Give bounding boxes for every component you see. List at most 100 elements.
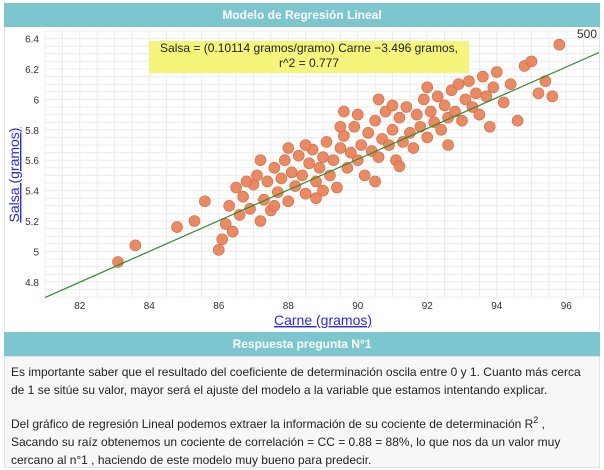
data-point bbox=[251, 169, 263, 182]
tick-labels: 82 84 86 88 90 92 94 96 4.8 5 5.2 5.4 5.6 5.8 6 6.2 6.4 bbox=[25, 35, 572, 312]
chart-panel-header: Modelo de Regresión Lineal bbox=[4, 3, 600, 27]
data-point bbox=[240, 175, 253, 188]
equation-box bbox=[149, 41, 469, 73]
data-point bbox=[369, 114, 381, 127]
data-point bbox=[386, 99, 399, 112]
data-point bbox=[351, 154, 364, 166]
data-point bbox=[310, 192, 322, 204]
data-point bbox=[275, 172, 288, 185]
data-point bbox=[435, 124, 447, 136]
data-point bbox=[285, 166, 298, 179]
y-tick-label: 4.8 bbox=[25, 278, 39, 289]
data-point bbox=[546, 90, 559, 103]
sample-size-label: 500 bbox=[577, 27, 597, 41]
equation-line-1: Salsa = (0.10114 gramos/gramo) Carne −3.… bbox=[160, 41, 458, 55]
data-point bbox=[393, 160, 406, 173]
regression-line bbox=[44, 51, 599, 299]
data-point bbox=[237, 190, 249, 203]
data-point bbox=[282, 142, 295, 154]
data-point bbox=[199, 195, 211, 208]
y-tick-label: 5.8 bbox=[25, 126, 39, 137]
data-point bbox=[282, 195, 295, 208]
x-tick-label: 96 bbox=[561, 301, 573, 312]
y-tick-label: 6 bbox=[33, 95, 39, 106]
data-point bbox=[230, 181, 242, 194]
data-point bbox=[344, 146, 357, 159]
data-point bbox=[362, 127, 374, 139]
data-point bbox=[278, 154, 291, 166]
x-tick-label: 86 bbox=[213, 301, 225, 312]
data-point bbox=[386, 124, 399, 136]
data-point bbox=[473, 108, 486, 121]
data-point bbox=[400, 101, 413, 113]
data-point bbox=[268, 162, 281, 174]
x-tick-label: 90 bbox=[352, 301, 364, 312]
data-point bbox=[317, 151, 329, 163]
y-axis-title: Salsa (gramos) bbox=[6, 128, 22, 223]
data-point bbox=[421, 81, 434, 94]
y-tick-label: 5.4 bbox=[25, 187, 39, 198]
data-point bbox=[511, 114, 524, 127]
data-point bbox=[459, 93, 472, 106]
data-point bbox=[369, 175, 381, 188]
x-tick-label: 82 bbox=[74, 301, 86, 312]
data-point bbox=[331, 181, 343, 194]
data-point bbox=[411, 108, 423, 121]
data-point bbox=[449, 105, 461, 118]
x-tick-label: 94 bbox=[491, 301, 503, 312]
data-point bbox=[317, 184, 329, 197]
data-point bbox=[421, 131, 434, 144]
data-point bbox=[438, 99, 451, 112]
answer-paragraph-1: Es importante saber que el resultado del… bbox=[11, 365, 581, 397]
data-point bbox=[497, 96, 510, 109]
data-point bbox=[334, 120, 347, 133]
data-point bbox=[442, 139, 454, 151]
data-point bbox=[525, 55, 538, 68]
data-point bbox=[258, 193, 270, 206]
data-point bbox=[483, 120, 496, 133]
answer-body: Es importante saber que el resultado del… bbox=[4, 356, 600, 468]
data-point bbox=[456, 114, 468, 127]
data-point bbox=[452, 78, 465, 91]
data-point bbox=[212, 244, 225, 256]
data-point bbox=[268, 200, 281, 212]
data-point bbox=[428, 116, 441, 128]
data-point bbox=[477, 70, 489, 83]
x-axis-title: Carne (gramos) bbox=[274, 312, 372, 328]
data-point bbox=[414, 120, 427, 133]
data-point bbox=[372, 93, 385, 106]
y-tick-label: 5.6 bbox=[25, 156, 39, 167]
data-point bbox=[424, 105, 437, 118]
data-point bbox=[219, 218, 232, 230]
x-tick-label: 92 bbox=[422, 301, 434, 312]
data-point bbox=[348, 120, 361, 133]
scatter-chart: 82 84 86 88 90 92 94 96 4.8 5 5.2 5.4 5.6 5.8 6 6.2 6.4 … bbox=[4, 27, 600, 330]
y-tick-label: 5.2 bbox=[25, 217, 39, 228]
data-point bbox=[404, 127, 416, 139]
x-tick-label: 88 bbox=[283, 301, 295, 312]
chart-svg: 82 84 86 88 90 92 94 964.855.25.45.65.866.26.4 … bbox=[6, 27, 599, 328]
data-point bbox=[393, 111, 406, 124]
data-point bbox=[532, 87, 545, 100]
answer-paragraph-2-start: Del gráfico de regresión Lineal podemos … bbox=[11, 417, 534, 431]
data-point bbox=[358, 169, 371, 182]
y-tick-label: 6.2 bbox=[25, 65, 39, 76]
data-point bbox=[292, 149, 305, 162]
data-point bbox=[296, 169, 308, 182]
data-point bbox=[334, 142, 347, 154]
answer-panel-header: Respuesta pregunta N°1 bbox=[4, 332, 600, 356]
data-point bbox=[303, 157, 315, 170]
data-point bbox=[431, 90, 444, 103]
data-point bbox=[299, 187, 312, 200]
data-point bbox=[188, 215, 201, 227]
data-point bbox=[299, 139, 312, 151]
data-point bbox=[223, 200, 235, 212]
data-point bbox=[112, 256, 124, 268]
y-tick-label: 6.4 bbox=[25, 35, 39, 46]
data-point bbox=[171, 221, 183, 233]
x-tick-label: 84 bbox=[144, 301, 156, 312]
data-point bbox=[327, 154, 340, 166]
data-point bbox=[504, 78, 517, 91]
data-point bbox=[463, 75, 475, 87]
y-tick-label: 5 bbox=[33, 247, 39, 258]
